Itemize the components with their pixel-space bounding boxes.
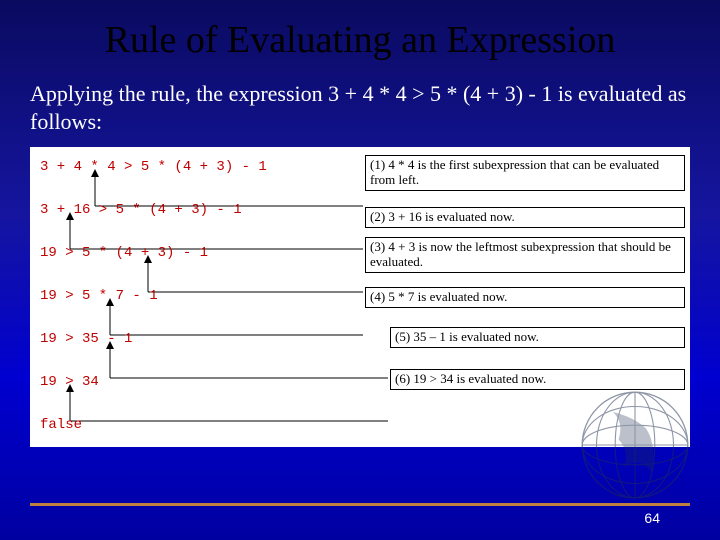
slide-body-text: Applying the rule, the expression 3 + 4 … [0,72,720,147]
expression-step-3: 19 > 5 * (4 + 3) - 1 [40,245,208,261]
footer-accent-bar [30,503,690,506]
page-number: 64 [644,510,660,526]
annotation-4: (4) 5 * 7 is evaluated now. [365,287,685,308]
expression-step-7: false [40,417,82,433]
expression-step-1: 3 + 4 * 4 > 5 * (4 + 3) - 1 [40,159,267,175]
annotation-2: (2) 3 + 16 is evaluated now. [365,207,685,228]
expression-step-6: 19 > 34 [40,374,99,390]
expression-step-5: 19 > 35 - 1 [40,331,132,347]
annotation-3: (3) 4 + 3 is now the leftmost subexpress… [365,237,685,273]
expression-step-4: 19 > 5 * 7 - 1 [40,288,158,304]
slide-title: Rule of Evaluating an Expression [0,0,720,72]
annotation-5: (5) 35 – 1 is evaluated now. [390,327,685,348]
annotation-1: (1) 4 * 4 is the first subexpression tha… [365,155,685,191]
globe-decoration [580,390,690,500]
annotation-6: (6) 19 > 34 is evaluated now. [390,369,685,390]
expression-step-2: 3 + 16 > 5 * (4 + 3) - 1 [40,202,242,218]
